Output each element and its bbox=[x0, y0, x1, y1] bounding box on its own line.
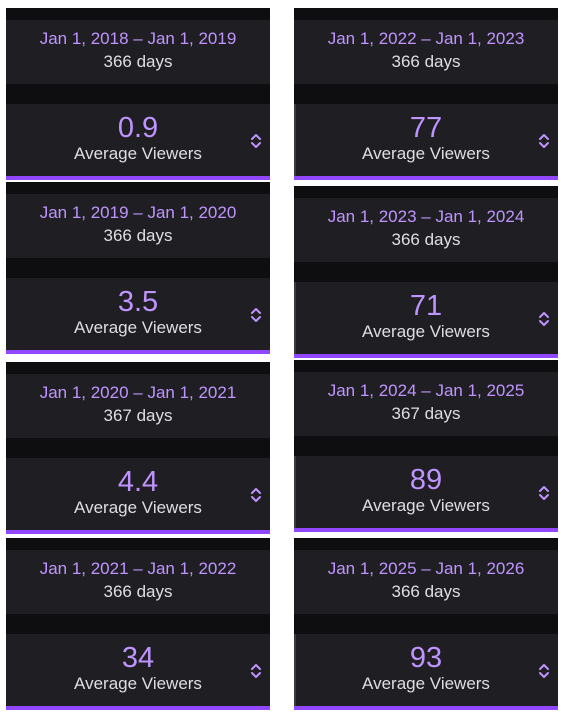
date-range: Jan 1, 2023 – Jan 1, 2024 bbox=[327, 207, 525, 226]
selected-underline bbox=[294, 528, 558, 532]
average-viewers-value: 0.9 bbox=[117, 112, 159, 144]
sort-icon[interactable] bbox=[538, 309, 550, 329]
date-range-card: Jan 1, 2023 – Jan 1, 2024 366 days bbox=[294, 198, 558, 262]
date-range: Jan 1, 2020 – Jan 1, 2021 bbox=[39, 383, 237, 402]
date-range: Jan 1, 2021 – Jan 1, 2022 bbox=[39, 559, 237, 578]
average-viewers-label: Average Viewers bbox=[362, 322, 490, 341]
average-viewers-value: 34 bbox=[121, 642, 155, 674]
average-viewers-stat[interactable]: 4.4 Average Viewers bbox=[6, 458, 270, 534]
day-count: 366 days bbox=[103, 226, 173, 245]
average-viewers-value: 89 bbox=[409, 464, 443, 496]
day-count: 366 days bbox=[391, 52, 461, 71]
average-viewers-label: Average Viewers bbox=[74, 318, 202, 337]
date-range-card: Jan 1, 2022 – Jan 1, 2023 366 days bbox=[294, 20, 558, 84]
average-viewers-label: Average Viewers bbox=[74, 498, 202, 517]
stats-panel-2019: Jan 1, 2019 – Jan 1, 2020 366 days 3.5 A… bbox=[6, 182, 270, 354]
day-count: 366 days bbox=[103, 52, 173, 71]
average-viewers-value: 4.4 bbox=[117, 466, 159, 498]
selected-underline bbox=[6, 530, 270, 534]
selected-underline bbox=[6, 350, 270, 354]
date-range: Jan 1, 2022 – Jan 1, 2023 bbox=[327, 29, 525, 48]
day-count: 366 days bbox=[391, 582, 461, 601]
day-count: 366 days bbox=[391, 230, 461, 249]
average-viewers-label: Average Viewers bbox=[74, 674, 202, 693]
date-range-card: Jan 1, 2019 – Jan 1, 2020 366 days bbox=[6, 194, 270, 258]
average-viewers-label: Average Viewers bbox=[362, 496, 490, 515]
average-viewers-label: Average Viewers bbox=[74, 144, 202, 163]
stats-panel-2023: Jan 1, 2023 – Jan 1, 2024 366 days 71 Av… bbox=[294, 186, 558, 358]
average-viewers-stat[interactable]: 93 Average Viewers bbox=[294, 634, 558, 710]
selected-underline bbox=[6, 176, 270, 180]
average-viewers-value: 3.5 bbox=[117, 286, 159, 318]
selected-underline bbox=[294, 706, 558, 710]
sort-icon[interactable] bbox=[250, 131, 262, 151]
date-range: Jan 1, 2024 – Jan 1, 2025 bbox=[327, 381, 525, 400]
average-viewers-stat[interactable]: 77 Average Viewers bbox=[294, 104, 558, 180]
card-edge bbox=[294, 104, 296, 180]
sort-icon[interactable] bbox=[250, 305, 262, 325]
sort-icon[interactable] bbox=[538, 661, 550, 681]
sort-icon[interactable] bbox=[250, 661, 262, 681]
average-viewers-stat[interactable]: 89 Average Viewers bbox=[294, 456, 558, 532]
day-count: 367 days bbox=[391, 404, 461, 423]
average-viewers-value: 71 bbox=[409, 290, 443, 322]
average-viewers-value: 77 bbox=[409, 112, 443, 144]
sort-icon[interactable] bbox=[538, 131, 550, 151]
average-viewers-stat[interactable]: 0.9 Average Viewers bbox=[6, 104, 270, 180]
sort-icon[interactable] bbox=[538, 483, 550, 503]
stats-panel-2020: Jan 1, 2020 – Jan 1, 2021 367 days 4.4 A… bbox=[6, 362, 270, 534]
card-edge bbox=[294, 456, 296, 532]
stats-panel-2021: Jan 1, 2021 – Jan 1, 2022 366 days 34 Av… bbox=[6, 538, 270, 710]
selected-underline bbox=[294, 176, 558, 180]
date-range-card: Jan 1, 2021 – Jan 1, 2022 366 days bbox=[6, 550, 270, 614]
average-viewers-label: Average Viewers bbox=[362, 674, 490, 693]
selected-underline bbox=[6, 706, 270, 710]
average-viewers-label: Average Viewers bbox=[362, 144, 490, 163]
date-range: Jan 1, 2025 – Jan 1, 2026 bbox=[327, 559, 525, 578]
stats-panel-2024: Jan 1, 2024 – Jan 1, 2025 367 days 89 Av… bbox=[294, 360, 558, 532]
date-range-card: Jan 1, 2020 – Jan 1, 2021 367 days bbox=[6, 374, 270, 438]
card-edge bbox=[294, 282, 296, 358]
date-range-card: Jan 1, 2025 – Jan 1, 2026 366 days bbox=[294, 550, 558, 614]
sort-icon[interactable] bbox=[250, 485, 262, 505]
date-range-card: Jan 1, 2018 – Jan 1, 2019 366 days bbox=[6, 20, 270, 84]
date-range-card: Jan 1, 2024 – Jan 1, 2025 367 days bbox=[294, 372, 558, 436]
card-edge bbox=[294, 634, 296, 710]
average-viewers-stat[interactable]: 71 Average Viewers bbox=[294, 282, 558, 358]
average-viewers-value: 93 bbox=[409, 642, 443, 674]
stats-panel-2025: Jan 1, 2025 – Jan 1, 2026 366 days 93 Av… bbox=[294, 538, 558, 710]
date-range: Jan 1, 2019 – Jan 1, 2020 bbox=[39, 203, 237, 222]
day-count: 366 days bbox=[103, 582, 173, 601]
day-count: 367 days bbox=[103, 406, 173, 425]
date-range: Jan 1, 2018 – Jan 1, 2019 bbox=[39, 29, 237, 48]
average-viewers-stat[interactable]: 3.5 Average Viewers bbox=[6, 278, 270, 354]
stats-panel-2018: Jan 1, 2018 – Jan 1, 2019 366 days 0.9 A… bbox=[6, 8, 270, 180]
selected-underline bbox=[294, 354, 558, 358]
stats-panel-2022: Jan 1, 2022 – Jan 1, 2023 366 days 77 Av… bbox=[294, 8, 558, 180]
average-viewers-stat[interactable]: 34 Average Viewers bbox=[6, 634, 270, 710]
